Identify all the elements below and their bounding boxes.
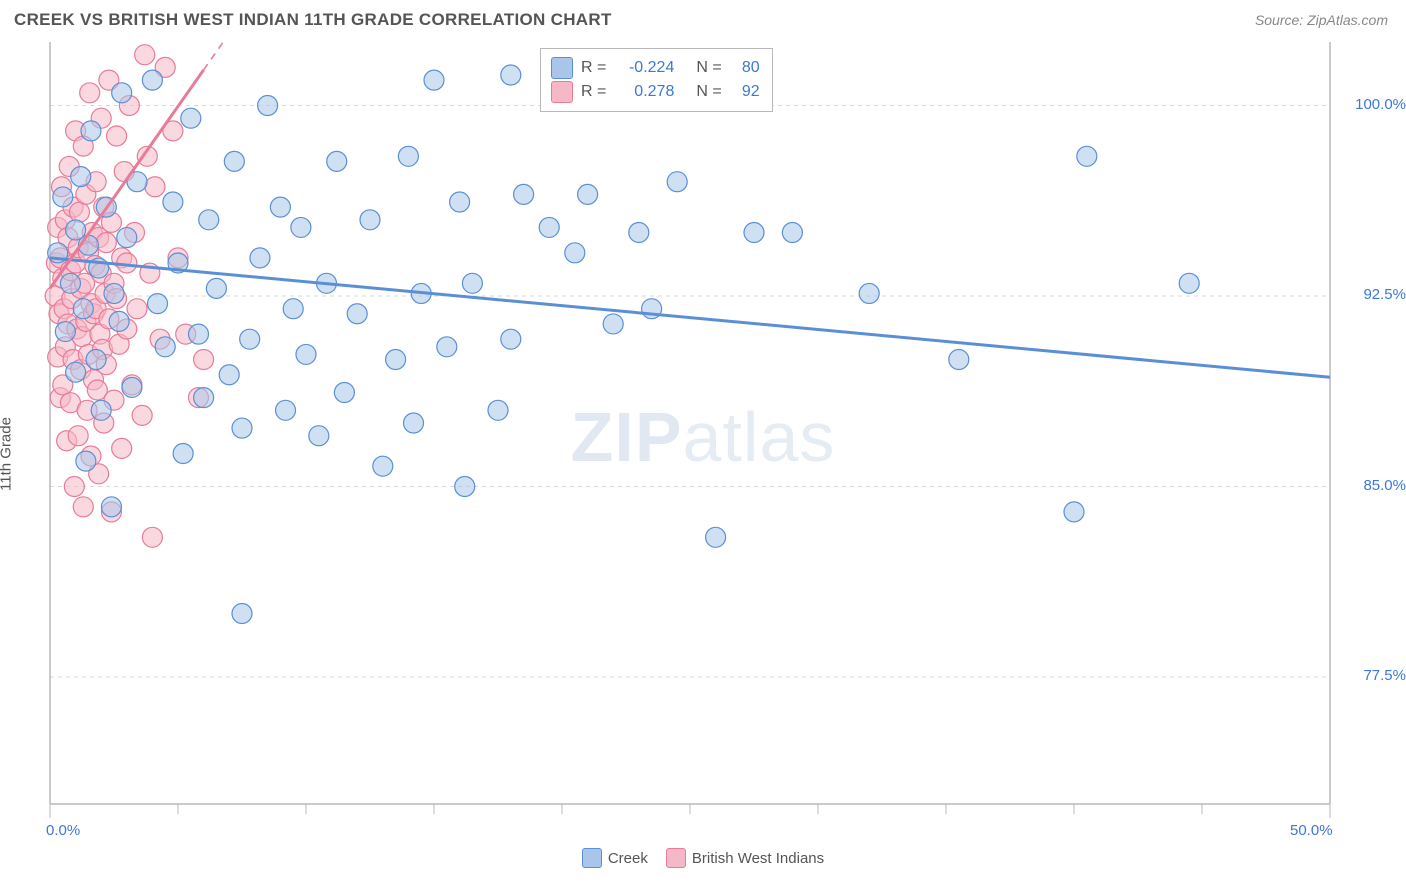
corr-n-label: N = (696, 83, 721, 101)
legend-label: Creek (608, 850, 648, 867)
corr-row: R = -0.224 N = 80 (551, 57, 760, 79)
legend-item: British West Indians (666, 848, 824, 868)
corr-n-value: 92 (730, 83, 760, 101)
corr-r-value: 0.278 (614, 83, 674, 101)
legend-item: Creek (582, 848, 648, 868)
x-tick-label: 0.0% (46, 822, 80, 839)
corr-n-value: 80 (730, 59, 760, 77)
legend-swatch (551, 81, 573, 103)
header: CREEK VS BRITISH WEST INDIAN 11TH GRADE … (0, 0, 1406, 34)
legend-swatch (551, 57, 573, 79)
chart-title: CREEK VS BRITISH WEST INDIAN 11TH GRADE … (14, 10, 612, 30)
source-label: Source: ZipAtlas.com (1255, 12, 1388, 28)
y-axis-title: 11th Grade (0, 417, 15, 491)
legend-swatch (582, 848, 602, 868)
legend-label: British West Indians (692, 850, 824, 867)
corr-r-value: -0.224 (614, 59, 674, 77)
corr-r-label: R = (581, 59, 606, 77)
scatter-plot (0, 34, 1406, 874)
chart-area: 11th Grade ZIPatlas R = -0.224N = 80R = … (0, 34, 1406, 874)
corr-r-label: R = (581, 83, 606, 101)
legend-swatch (666, 848, 686, 868)
correlation-legend: R = -0.224 N = 80 R = 0.278 N = 92 (540, 48, 773, 112)
corr-n-label: N = (696, 59, 721, 77)
y-tick-label: 92.5% (1336, 286, 1406, 303)
y-tick-label: 100.0% (1336, 96, 1406, 113)
bottom-legend: Creek British West Indians (0, 848, 1406, 868)
y-tick-label: 77.5% (1336, 667, 1406, 684)
x-tick-label: 50.0% (1290, 822, 1333, 839)
corr-row: R = 0.278 N = 92 (551, 81, 760, 103)
y-tick-label: 85.0% (1336, 477, 1406, 494)
